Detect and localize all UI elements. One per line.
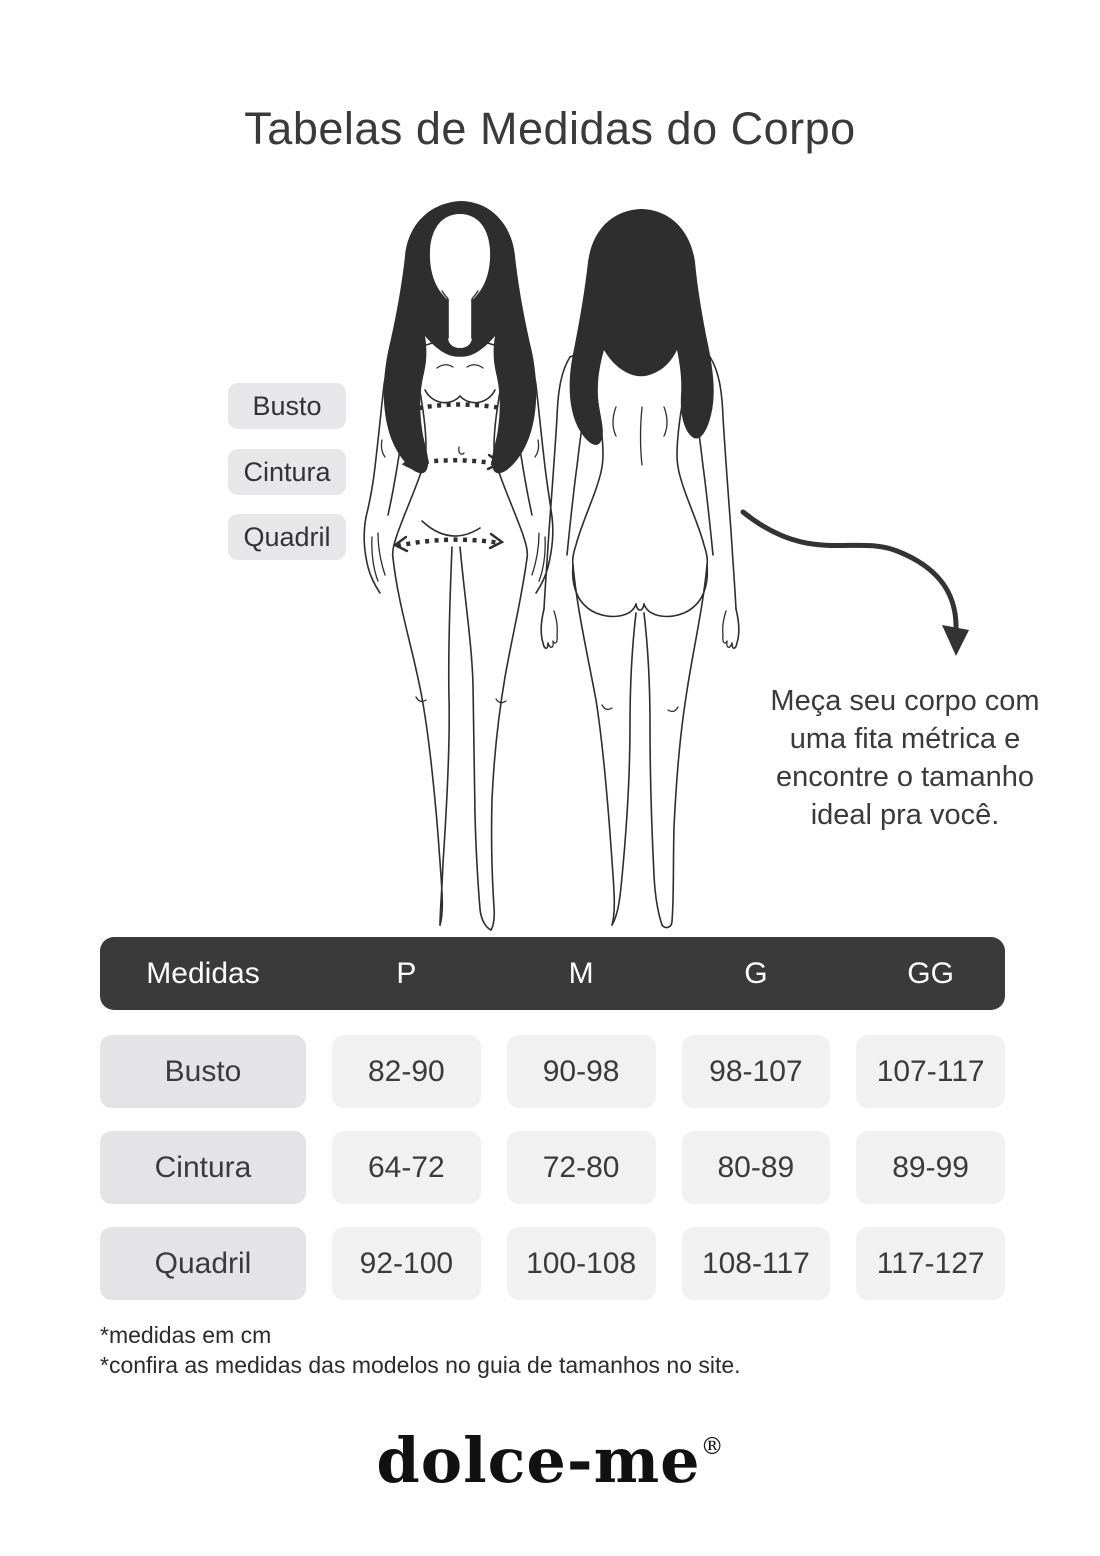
page-title: Tabelas de Medidas do Corpo xyxy=(244,103,856,154)
cintura-p-value: 64-72 xyxy=(332,1131,481,1204)
busto-m-value: 90-98 xyxy=(506,1035,656,1108)
footnote-models: *confira as medidas das modelos no guia … xyxy=(100,1352,741,1378)
note-line: uma fita métrica e xyxy=(789,723,1021,755)
tag-cintura: Cintura xyxy=(228,449,346,495)
row-label-busto: Busto xyxy=(100,1035,306,1108)
tag-busto: Busto xyxy=(228,383,346,429)
body-figures-illustration xyxy=(363,201,740,931)
header-size-m: M xyxy=(568,956,594,990)
cintura-m-value: 72-80 xyxy=(506,1131,656,1204)
cintura-gg-value: 89-99 xyxy=(856,1131,1005,1204)
quadril-gg-value: 117-127 xyxy=(856,1227,1005,1300)
row-label-quadril: Quadril xyxy=(100,1227,306,1300)
brand-logo-text: dolce-me xyxy=(376,1424,701,1497)
header-size-gg: GG xyxy=(907,956,954,990)
bust-measure-line xyxy=(404,399,516,417)
measurement-note: Meça seu corpo com uma fita métrica e en… xyxy=(740,682,1070,834)
header-medidas: Medidas xyxy=(146,956,260,990)
size-table: Medidas P M G GG Busto 82-90 90-98 98-10… xyxy=(100,937,1005,1300)
female-figure-front-illustration xyxy=(363,201,554,931)
waist-measure-line xyxy=(401,453,503,472)
row-label-cintura: Cintura xyxy=(100,1131,306,1204)
curved-arrow-icon xyxy=(740,509,969,656)
header-size-p: P xyxy=(396,956,417,990)
quadril-p-value: 92-100 xyxy=(332,1227,481,1300)
busto-gg-value: 107-117 xyxy=(856,1035,1005,1108)
size-table-header: Medidas P M G GG xyxy=(100,937,1005,1010)
tag-quadril: Quadril xyxy=(228,514,346,560)
busto-p-value: 82-90 xyxy=(332,1035,481,1108)
hip-measure-line xyxy=(392,532,505,553)
busto-g-value: 98-107 xyxy=(681,1035,831,1108)
cintura-g-value: 80-89 xyxy=(681,1131,831,1204)
footnote-units: *medidas em cm xyxy=(100,1322,272,1348)
brand-logo: dolce-me® xyxy=(0,1424,1100,1497)
note-line: encontre o tamanho xyxy=(776,761,1034,793)
note-line: ideal pra você. xyxy=(810,799,1000,831)
quadril-g-value: 108-117 xyxy=(681,1227,831,1300)
female-figure-back-illustration xyxy=(540,209,740,929)
registered-trademark-icon: ® xyxy=(700,1434,724,1461)
header-size-g: G xyxy=(744,956,768,990)
footnotes: *medidas em cm *confira as medidas das m… xyxy=(100,1320,741,1380)
quadril-m-value: 100-108 xyxy=(506,1227,656,1300)
note-line: Meça seu corpo com xyxy=(770,685,1040,717)
